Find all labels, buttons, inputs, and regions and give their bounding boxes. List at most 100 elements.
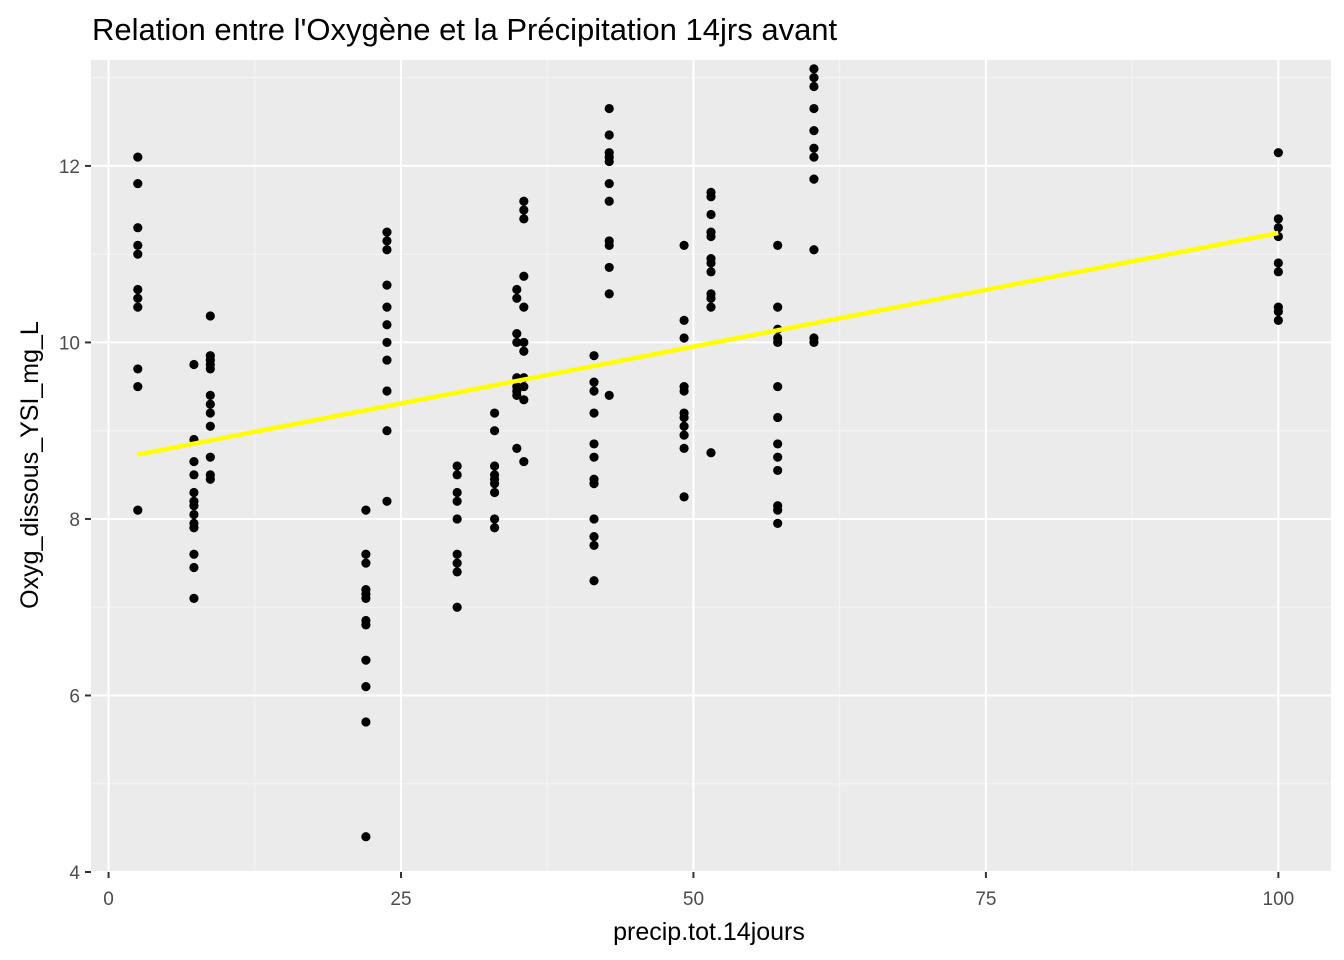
data-point	[205, 421, 215, 431]
data-point	[489, 487, 500, 498]
data-point	[706, 448, 716, 458]
data-point	[133, 302, 143, 312]
data-point	[133, 505, 143, 515]
data-point	[133, 249, 143, 259]
plot-panel	[91, 60, 1331, 872]
data-point	[205, 364, 215, 374]
data-point	[809, 64, 819, 74]
data-point	[604, 289, 614, 299]
data-point	[809, 152, 819, 162]
data-point	[679, 315, 689, 325]
data-point	[706, 267, 716, 277]
data-point	[589, 377, 599, 387]
data-point	[604, 178, 614, 189]
data-point	[519, 381, 529, 392]
data-point	[133, 284, 143, 295]
data-point	[1273, 148, 1283, 158]
data-point	[452, 496, 462, 506]
data-point	[205, 452, 215, 462]
data-point	[189, 456, 199, 467]
data-point	[382, 236, 392, 246]
data-point	[512, 293, 522, 303]
data-point	[489, 426, 500, 436]
data-point	[706, 231, 716, 242]
data-point	[205, 311, 215, 321]
data-point	[133, 293, 143, 303]
data-point	[382, 280, 392, 290]
data-point	[519, 346, 529, 356]
data-point	[589, 408, 599, 418]
data-point	[489, 523, 500, 533]
data-point	[512, 337, 522, 348]
data-point	[604, 156, 614, 167]
data-point	[604, 240, 614, 250]
data-point	[382, 227, 392, 237]
data-point	[382, 355, 392, 365]
data-point	[1273, 315, 1283, 325]
data-point	[452, 549, 462, 559]
data-point	[679, 333, 689, 343]
data-points	[133, 64, 1283, 842]
data-point	[589, 532, 599, 542]
data-point	[489, 514, 500, 524]
y-tick-label: 6	[69, 686, 80, 707]
x-tick-label: 100	[1263, 889, 1295, 910]
data-point	[1273, 258, 1283, 268]
data-point	[604, 103, 614, 114]
data-point	[133, 178, 143, 189]
data-point	[519, 205, 529, 215]
data-point	[512, 443, 522, 453]
data-point	[382, 496, 392, 506]
data-point	[679, 421, 689, 431]
x-axis-title: precip.tot.14jours	[613, 918, 805, 946]
data-point	[519, 302, 529, 312]
data-point	[189, 359, 199, 370]
data-point	[452, 558, 462, 568]
data-point	[589, 439, 599, 449]
data-point	[519, 196, 529, 206]
data-point	[361, 549, 371, 559]
data-point	[512, 284, 522, 295]
data-point	[679, 443, 689, 453]
x-tick-label: 0	[103, 889, 114, 910]
data-point	[452, 514, 462, 524]
data-point	[361, 682, 371, 692]
data-point	[589, 540, 599, 551]
data-point	[452, 567, 462, 577]
data-point	[189, 523, 199, 533]
data-point	[205, 408, 215, 418]
data-point	[519, 337, 529, 348]
data-point	[519, 456, 529, 467]
axis-ticks: 0 25 50 75 100 4 6 8 10 12	[59, 157, 1294, 910]
data-point	[679, 240, 689, 250]
data-point	[773, 240, 783, 250]
data-point	[679, 386, 689, 396]
data-point	[361, 558, 371, 568]
data-point	[706, 258, 716, 268]
data-point	[773, 465, 783, 476]
data-point	[773, 302, 783, 312]
data-point	[205, 390, 215, 400]
data-point	[361, 593, 371, 603]
data-point	[604, 196, 614, 206]
data-point	[1273, 214, 1283, 224]
data-point	[519, 214, 529, 224]
data-point	[809, 245, 819, 255]
data-point	[189, 470, 199, 480]
data-point	[189, 593, 199, 603]
data-point	[1273, 267, 1283, 277]
data-point	[773, 337, 783, 348]
data-point	[361, 717, 371, 727]
data-point	[809, 337, 819, 348]
data-point	[452, 487, 462, 498]
y-axis-title: Oxyg_dissous_YSI_mg_L	[16, 321, 44, 609]
data-point	[773, 505, 783, 515]
data-point	[809, 174, 819, 184]
data-point	[205, 399, 215, 409]
data-point	[589, 514, 599, 524]
data-point	[133, 223, 143, 233]
data-point	[809, 73, 819, 83]
data-point	[189, 487, 199, 498]
data-point	[809, 81, 819, 92]
